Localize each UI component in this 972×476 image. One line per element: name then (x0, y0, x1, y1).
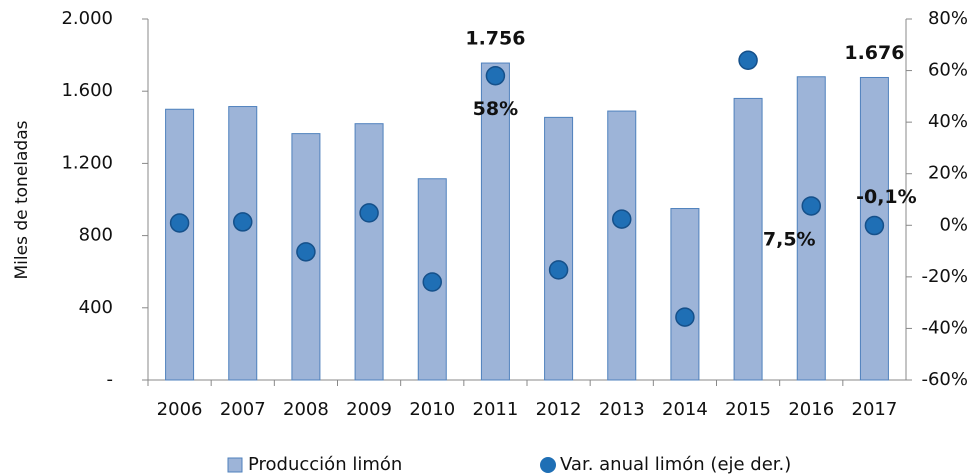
dot (169, 213, 190, 233)
y2-tick-label: 60% (928, 60, 968, 81)
y-axis-label: Miles de toneladas (12, 120, 32, 279)
dot (801, 196, 821, 216)
data-label: -0,1% (856, 186, 917, 208)
x-tick-label: 2006 (157, 399, 203, 420)
dot (738, 50, 758, 71)
x-tick-label: 2007 (220, 399, 266, 420)
dot (359, 203, 379, 223)
y2-tick-label: -40% (921, 317, 968, 338)
dot (296, 242, 316, 262)
dot (422, 272, 442, 292)
x-tick-label: 2012 (536, 399, 582, 420)
y2-tick-label: 0% (939, 214, 968, 235)
bar (607, 110, 637, 381)
y2-tick-label: 80% (928, 8, 968, 29)
x-tick-label: 2013 (599, 399, 645, 420)
dot (675, 307, 695, 327)
bar (354, 123, 384, 381)
x-tick-label: 2014 (662, 399, 708, 420)
bar (796, 76, 826, 381)
y2-tick-label: -20% (921, 266, 968, 287)
x-tick-label: 2015 (725, 399, 771, 420)
y-tick-label: 2.000 (61, 8, 113, 29)
x-tick-label: 2011 (473, 399, 519, 420)
bar (480, 62, 510, 381)
data-label: 1.676 (844, 42, 904, 64)
bar (228, 106, 258, 381)
y-tick-label: 1.200 (61, 152, 113, 173)
y-tick-label: 400 (79, 297, 113, 318)
data-label: 1.756 (465, 28, 525, 50)
legend-swatch (227, 457, 243, 473)
x-tick-label: 2016 (788, 399, 834, 420)
x-tick-label: 2010 (409, 399, 455, 420)
dot (485, 65, 506, 86)
y-tick-label: 1.600 (61, 80, 113, 101)
data-label: 58% (473, 98, 518, 120)
x-tick-label: 2009 (346, 399, 392, 420)
legend-swatch (540, 457, 556, 473)
data-label: 7,5% (763, 228, 816, 250)
legend-label: Producción limón (248, 454, 402, 475)
y2-tick-label: -60% (921, 369, 968, 390)
y2-tick-label: 20% (928, 163, 968, 184)
y-tick-label: - (107, 369, 114, 390)
bar (544, 116, 574, 381)
dot (612, 209, 632, 229)
dot (233, 212, 253, 232)
legend-label: Var. anual limón (eje der.) (560, 454, 791, 475)
bar (733, 97, 763, 381)
x-tick-label: 2017 (852, 399, 898, 420)
dot (548, 260, 569, 280)
y2-tick-label: 40% (928, 111, 968, 132)
x-tick-label: 2008 (283, 399, 329, 420)
y-tick-label: 800 (79, 225, 113, 246)
dot (864, 215, 885, 236)
bar (670, 208, 700, 381)
bar (165, 108, 195, 381)
